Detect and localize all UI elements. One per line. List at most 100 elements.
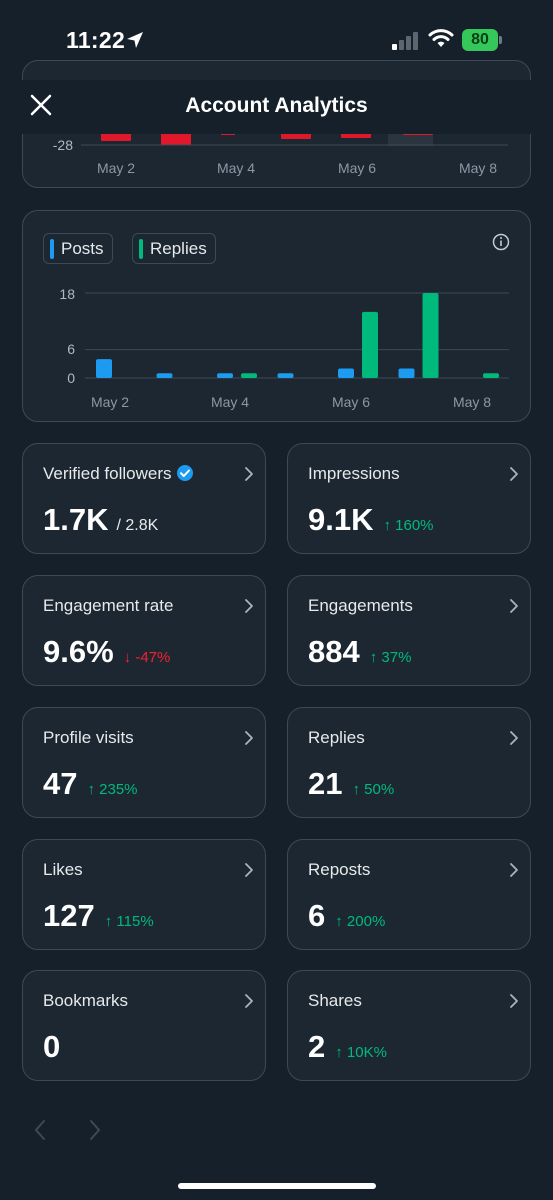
chevron-right-icon — [245, 994, 253, 1008]
metric-value-row: 47 ↑ 235% — [43, 766, 138, 802]
replies-bar[interactable] — [241, 373, 257, 378]
metric-label: Verified followers — [43, 464, 194, 484]
wifi-icon — [428, 29, 454, 47]
x-tick-label: May 8 — [459, 160, 497, 176]
metric-change: ↓ -47% — [123, 649, 171, 666]
chevron-right-icon — [245, 467, 253, 481]
metric-card-replies[interactable]: Replies 21 ↑ 50% — [287, 707, 531, 818]
metric-label-text: Likes — [43, 860, 83, 879]
metric-card-bookmarks[interactable]: Bookmarks 0 — [22, 970, 266, 1081]
posts-replies-chart: 18 6 0 May 2 May 4 May 6 May 8 — [59, 286, 509, 410]
metric-label: Engagements — [308, 596, 413, 616]
metric-total: / 2.8K — [116, 517, 159, 534]
chevron-right-icon — [510, 467, 518, 481]
metric-value-row: 21 ↑ 50% — [308, 766, 394, 802]
metric-label: Likes — [43, 860, 83, 880]
metric-value: 127 — [43, 898, 95, 933]
x-tick-label: May 4 — [217, 160, 255, 176]
chevron-right-icon — [510, 863, 518, 877]
home-indicator[interactable] — [178, 1183, 376, 1189]
metric-label: Shares — [308, 991, 362, 1011]
metric-change: ↑ 235% — [87, 781, 138, 798]
metric-label: Profile visits — [43, 728, 134, 748]
metric-value-row: 9.1K ↑ 160% — [308, 502, 434, 538]
metric-change: ↑ 160% — [383, 517, 434, 534]
metric-value: 9.6% — [43, 634, 114, 669]
x-tick-label: May 2 — [97, 160, 135, 176]
metric-value-row: 1.7K / 2.8K — [43, 502, 158, 538]
metric-value-row: 6 ↑ 200% — [308, 898, 385, 934]
metric-label-text: Reposts — [308, 860, 371, 879]
metric-change: ↑ 50% — [352, 781, 395, 798]
metric-card-impressions[interactable]: Impressions 9.1K ↑ 160% — [287, 443, 531, 554]
chevron-right-icon — [510, 731, 518, 745]
y-tick-label: 18 — [59, 286, 75, 302]
metric-change: ↑ 10K% — [335, 1044, 387, 1061]
metric-label-text: Engagements — [308, 596, 413, 615]
metric-card-engagement-rate[interactable]: Engagement rate 9.6% ↓ -47% — [22, 575, 266, 686]
cellular-signal-icon — [392, 32, 418, 50]
page-title: Account Analytics — [185, 94, 368, 117]
top-nav-bar: Account Analytics — [0, 80, 553, 134]
y-tick-label: 6 — [67, 341, 75, 357]
metric-label-text: Verified followers — [43, 464, 172, 483]
metric-card-likes[interactable]: Likes 127 ↑ 115% — [22, 839, 266, 950]
metric-value: 6 — [308, 898, 326, 933]
metric-value-row: 884 ↑ 37% — [308, 634, 411, 670]
metric-card-shares[interactable]: Shares 2 ↑ 10K% — [287, 970, 531, 1081]
metric-label: Replies — [308, 728, 365, 748]
posts-swatch — [50, 238, 54, 259]
metric-label-text: Engagement rate — [43, 596, 174, 615]
metric-card-verified-followers[interactable]: Verified followers 1.7K / 2.8K — [22, 443, 266, 554]
chevron-right-icon — [510, 994, 518, 1008]
location-arrow-icon — [127, 32, 143, 48]
posts-bar[interactable] — [398, 368, 415, 378]
metric-change: ↑ 37% — [369, 649, 412, 666]
replies-bar[interactable] — [422, 293, 439, 378]
metric-label-text: Bookmarks — [43, 991, 129, 1010]
battery-level: 80 — [471, 31, 489, 48]
posts-bar[interactable] — [156, 373, 173, 378]
previous-page-icon[interactable] — [30, 1118, 50, 1142]
status-bar: 11:22 80 — [0, 0, 553, 80]
replies-swatch — [139, 238, 143, 259]
x-tick-label: May 8 — [453, 394, 491, 410]
metric-card-reposts[interactable]: Reposts 6 ↑ 200% — [287, 839, 531, 950]
metric-value: 884 — [308, 634, 360, 669]
metric-value-row: 9.6% ↓ -47% — [43, 634, 170, 670]
metric-value-row: 0 — [43, 1029, 60, 1065]
y-tick-label: 0 — [67, 370, 75, 386]
metric-label-text: Shares — [308, 991, 362, 1010]
metric-value: 1.7K — [43, 502, 109, 537]
posts-bar[interactable] — [96, 359, 112, 378]
chevron-right-icon — [245, 731, 253, 745]
metric-change: ↑ 200% — [335, 913, 386, 930]
metric-label-text: Replies — [308, 728, 365, 747]
replies-bar[interactable] — [483, 373, 499, 378]
posts-bar[interactable] — [217, 373, 233, 378]
metric-label-text: Profile visits — [43, 728, 134, 747]
status-time: 11:22 — [66, 27, 126, 53]
metric-value: 2 — [308, 1029, 326, 1064]
x-tick-label: May 6 — [332, 394, 370, 410]
metric-value: 0 — [43, 1029, 61, 1064]
next-page-icon[interactable] — [85, 1118, 105, 1142]
info-icon[interactable] — [492, 233, 510, 251]
close-icon[interactable] — [28, 92, 54, 118]
posts-replies-chart-card: Posts Replies 18 6 0 May 2 May 4 May 6 M… — [22, 210, 531, 422]
metric-card-profile-visits[interactable]: Profile visits 47 ↑ 235% — [22, 707, 266, 818]
metric-label: Engagement rate — [43, 596, 173, 616]
posts-bar[interactable] — [277, 373, 294, 378]
posts-bar[interactable] — [338, 368, 354, 378]
metric-value-row: 2 ↑ 10K% — [308, 1029, 387, 1065]
chart-grid — [85, 292, 509, 379]
metric-label-text: Impressions — [308, 464, 400, 483]
legend-posts[interactable]: Posts — [43, 233, 113, 264]
metric-change: ↑ 115% — [104, 913, 154, 930]
legend-replies[interactable]: Replies — [132, 233, 216, 264]
metric-card-engagements[interactable]: Engagements 884 ↑ 37% — [287, 575, 531, 686]
chevron-right-icon — [510, 599, 518, 613]
legend-replies-label: Replies — [150, 238, 207, 258]
replies-bar[interactable] — [362, 311, 378, 378]
metric-label: Bookmarks — [43, 991, 128, 1011]
